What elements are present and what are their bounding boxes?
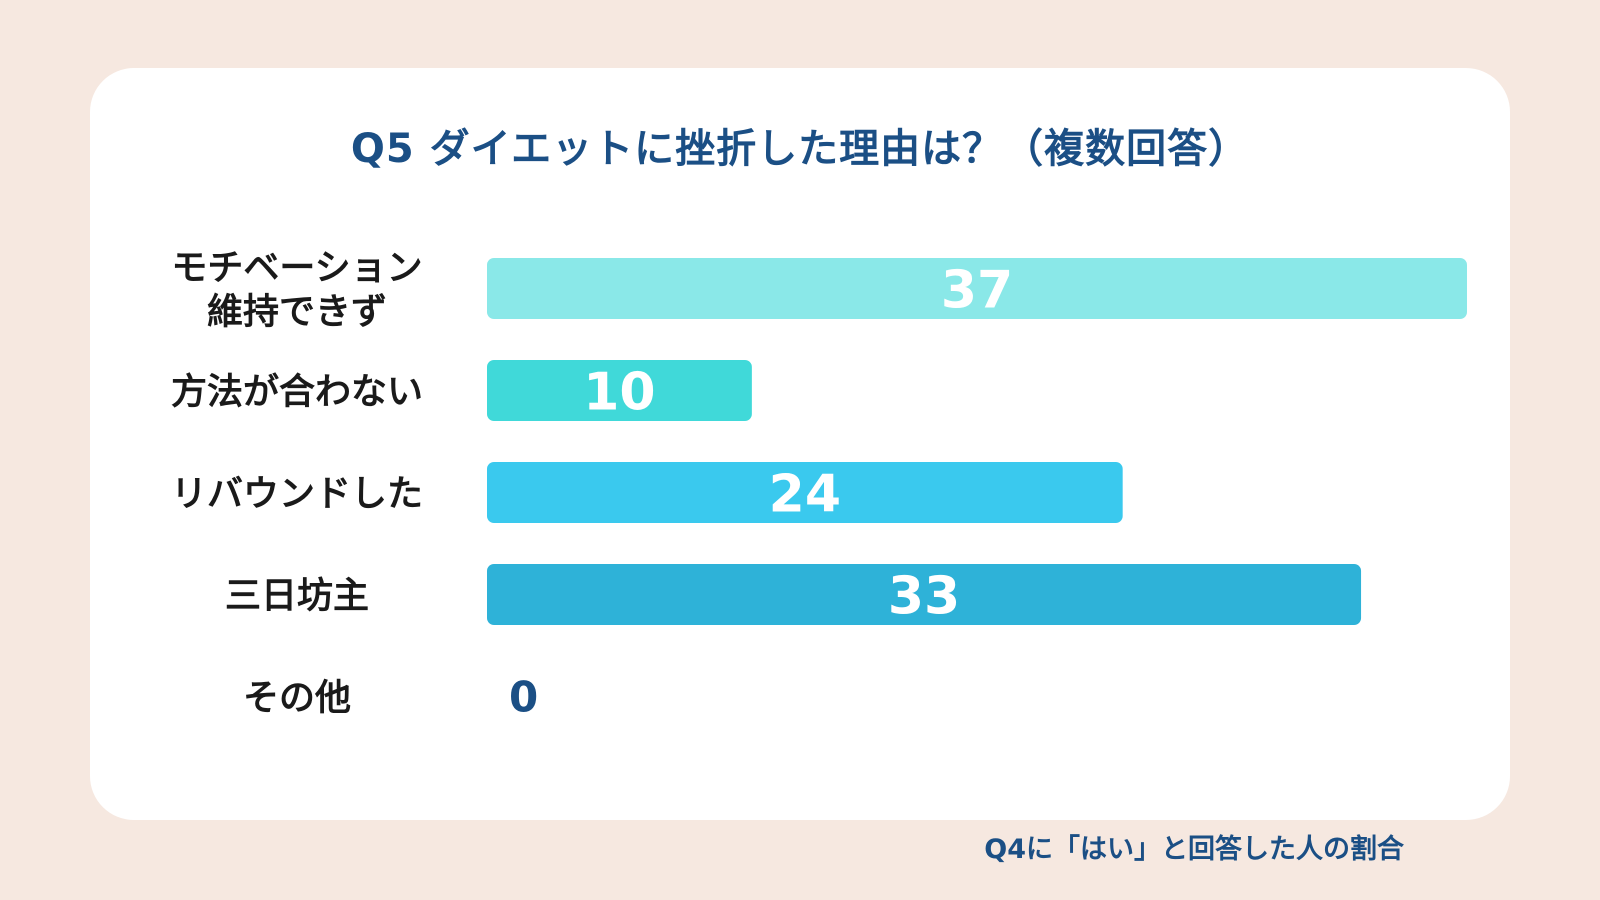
category-label: 方法が合わない [171, 372, 423, 413]
bar [487, 258, 1467, 319]
bar [487, 564, 1362, 625]
category-label: リバウンドした [171, 474, 423, 515]
chart-card: Q5 ダイエットに挫折した理由は？（複数回答） [90, 68, 1510, 820]
chart-title: Q5 ダイエットに挫折した理由は？（複数回答） [350, 126, 1250, 172]
value-label: 33 [888, 567, 960, 627]
value-label: 37 [941, 261, 1013, 321]
category-label: モチベーション維持できず [171, 248, 422, 333]
value-label: 10 [583, 363, 655, 423]
footnote: Q4に「はい」と回答した人の割合 [984, 834, 1404, 865]
value-label: 0 [509, 673, 538, 722]
bar [487, 462, 1123, 523]
category-label: その他 [243, 678, 351, 719]
value-label: 24 [769, 465, 841, 525]
category-label: 三日坊主 [225, 576, 369, 617]
bar [487, 360, 752, 421]
